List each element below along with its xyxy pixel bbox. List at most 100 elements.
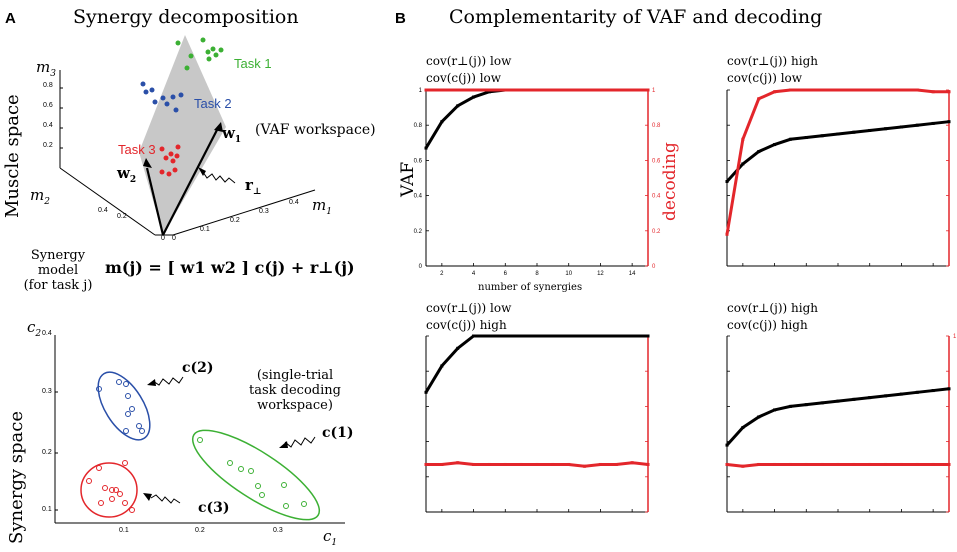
decoding-point bbox=[614, 462, 618, 466]
decoding-point bbox=[725, 232, 729, 236]
vaf-point bbox=[424, 390, 428, 394]
c-x-tick-2: 0.3 bbox=[273, 527, 283, 534]
decoding-point bbox=[567, 462, 571, 466]
vaf-point bbox=[884, 127, 888, 131]
vaf-point bbox=[725, 180, 729, 184]
decoding-point bbox=[646, 462, 650, 466]
m1-tick-0: 0 bbox=[172, 235, 176, 242]
decoding-point bbox=[456, 88, 460, 92]
decoding-point bbox=[852, 88, 856, 92]
x-tick-label: 2 bbox=[440, 271, 444, 277]
vaf-line bbox=[725, 120, 950, 183]
decoding-point bbox=[773, 90, 777, 94]
subplot-4: 1 bbox=[725, 334, 957, 513]
vaf-point bbox=[931, 389, 935, 393]
decoding-point bbox=[583, 464, 587, 468]
vaf-point bbox=[836, 399, 840, 403]
decoding-point bbox=[868, 462, 872, 466]
w2-label: w2 bbox=[117, 164, 137, 185]
y-tick-label: 0.4 bbox=[414, 194, 423, 200]
subplot-2 bbox=[725, 88, 951, 267]
m2-tick-1: 0.2 bbox=[117, 213, 127, 220]
vaf-point bbox=[836, 132, 840, 136]
y2-tick-label: 1 bbox=[652, 88, 656, 94]
decoding-point bbox=[868, 88, 872, 92]
vaf-point bbox=[424, 146, 428, 150]
decoding-point bbox=[899, 462, 903, 466]
m2-tick-0: 0.4 bbox=[98, 207, 108, 214]
vaf-point bbox=[472, 334, 476, 338]
decoding-point bbox=[424, 462, 428, 466]
decoding-point bbox=[487, 462, 491, 466]
panel-b-title: Complementarity of VAF and decoding bbox=[449, 6, 823, 28]
decoding-point bbox=[424, 88, 428, 92]
m1-axis bbox=[172, 189, 316, 236]
vaf-point bbox=[487, 334, 491, 338]
x-tick-label: 14 bbox=[629, 271, 636, 277]
vaf-point bbox=[503, 334, 507, 338]
decoding-point bbox=[503, 88, 507, 92]
decoding-point bbox=[804, 462, 808, 466]
vaf-point bbox=[456, 104, 460, 108]
y2-tick-label: 1 bbox=[953, 334, 957, 340]
decoding-line bbox=[725, 88, 949, 235]
decoding-point bbox=[472, 88, 476, 92]
x-tick-label: 12 bbox=[597, 271, 604, 277]
vaf-point bbox=[947, 120, 951, 124]
vaf-point bbox=[741, 426, 745, 430]
c2-axis-label: c2 bbox=[27, 318, 42, 339]
decoding-axis-label: decoding bbox=[660, 142, 680, 221]
w2-vector bbox=[145, 167, 165, 236]
task1-label: Task 1 bbox=[234, 56, 272, 71]
decoding-point bbox=[472, 462, 476, 466]
decoding-point bbox=[947, 462, 951, 466]
y-tick-label: 0 bbox=[419, 264, 423, 270]
axis-m1: m1 bbox=[312, 196, 332, 217]
r-perp-label: r⊥ bbox=[245, 176, 262, 197]
x-tick-label: 10 bbox=[565, 271, 572, 277]
vaf-point bbox=[788, 137, 792, 141]
x-axis-label: number of synergies bbox=[478, 282, 583, 293]
decoding-point bbox=[741, 464, 745, 468]
y2-tick-label: 0.4 bbox=[652, 194, 661, 200]
decoding-point bbox=[931, 90, 935, 94]
vaf-point bbox=[899, 125, 903, 129]
vaf-point bbox=[456, 346, 460, 350]
axis-m2: m2 bbox=[30, 186, 50, 207]
vaf-point bbox=[947, 387, 951, 391]
vaf-point bbox=[757, 150, 761, 154]
vaf-point bbox=[567, 334, 571, 338]
decoding-point bbox=[440, 88, 444, 92]
m1-tick-3: 0.3 bbox=[259, 208, 269, 215]
c-y-tick-1: 0.3 bbox=[42, 388, 52, 395]
x-tick-label: 8 bbox=[535, 271, 539, 277]
decoding-point bbox=[836, 88, 840, 92]
c1-points bbox=[197, 437, 307, 509]
z-tick-0: 0.8 bbox=[43, 82, 53, 89]
vaf-line bbox=[725, 387, 950, 447]
decoding-point bbox=[567, 88, 571, 92]
decoding-point bbox=[773, 462, 777, 466]
vaf-point bbox=[820, 401, 824, 405]
synergy-model-label: Synergy model (for task j) bbox=[23, 248, 93, 293]
panel-b-letter: B bbox=[395, 10, 406, 27]
y2-tick-label: 0.6 bbox=[652, 158, 661, 164]
m1-tick-4: 0.4 bbox=[289, 199, 299, 206]
c1-axis-label: c1 bbox=[323, 527, 338, 548]
vaf-point bbox=[440, 364, 444, 368]
vaf-point bbox=[519, 334, 523, 338]
y2-tick-label: 0 bbox=[652, 264, 656, 270]
y-tick-label: 0.8 bbox=[414, 123, 423, 129]
c-x-tick-0: 0.1 bbox=[119, 527, 129, 534]
task1-points bbox=[175, 37, 224, 71]
decoding-point bbox=[598, 462, 602, 466]
decoding-point bbox=[836, 462, 840, 466]
decoding-point bbox=[820, 88, 824, 92]
decoding-point bbox=[757, 97, 761, 101]
y2-tick-label: 0.8 bbox=[652, 123, 661, 129]
c-y-tick-0: 0.4 bbox=[42, 330, 52, 337]
task3-points bbox=[159, 144, 181, 177]
vaf-point bbox=[915, 123, 919, 127]
decoding-point bbox=[614, 88, 618, 92]
c3-label: c(3) bbox=[198, 500, 230, 516]
